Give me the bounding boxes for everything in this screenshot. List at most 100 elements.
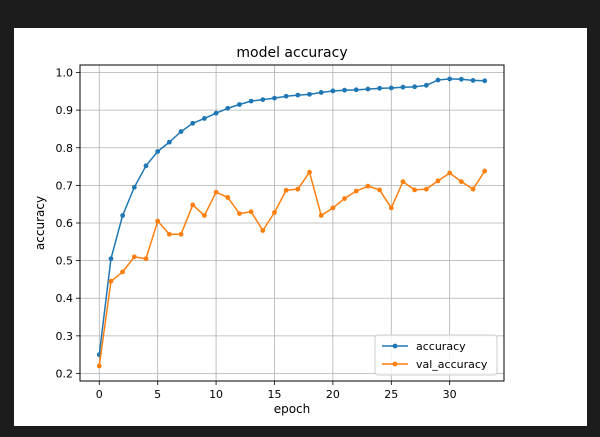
x-tick-label: 30 bbox=[443, 388, 457, 401]
data-point bbox=[458, 76, 464, 82]
y-tick-label: 0.9 bbox=[56, 104, 74, 117]
data-point bbox=[283, 187, 289, 193]
data-point bbox=[482, 78, 488, 84]
data-point bbox=[155, 149, 161, 154]
data-point bbox=[120, 213, 126, 218]
data-point bbox=[342, 87, 347, 93]
y-tick-label: 0.7 bbox=[56, 179, 74, 192]
data-point bbox=[353, 188, 359, 194]
data-point bbox=[365, 86, 371, 92]
x-tick-label: 15 bbox=[267, 388, 281, 401]
legend-label: accuracy bbox=[416, 340, 466, 353]
y-tick-label: 0.5 bbox=[56, 255, 74, 268]
data-point bbox=[190, 202, 196, 208]
data-point bbox=[377, 85, 383, 91]
data-point bbox=[412, 84, 418, 90]
data-point bbox=[435, 178, 441, 184]
data-point bbox=[213, 189, 219, 195]
series-val-accuracy bbox=[96, 168, 488, 369]
data-point bbox=[155, 218, 161, 224]
legend: accuracy val_accuracy bbox=[374, 334, 498, 376]
series-layer bbox=[96, 76, 488, 369]
data-point bbox=[458, 179, 464, 185]
data-point bbox=[108, 278, 114, 284]
data-point bbox=[318, 90, 324, 95]
data-point bbox=[178, 231, 184, 237]
y-tick-label: 0.8 bbox=[56, 142, 74, 155]
data-point bbox=[318, 213, 324, 218]
y-axis: 0.2 0.3 0.4 0.5 0.6 0.7 0.8 0.9 1.0 bbox=[56, 67, 80, 380]
legend-box bbox=[374, 334, 498, 376]
data-point bbox=[178, 129, 184, 134]
x-axis: 0 5 10 15 20 25 30 bbox=[96, 381, 457, 401]
data-point bbox=[423, 82, 429, 88]
data-point bbox=[447, 170, 453, 176]
data-point bbox=[260, 228, 266, 233]
chart-figure: model accuracy 0 5 10 15 20 25 30 0.2 0.3 0.4 0.5… bbox=[14, 28, 587, 426]
data-point bbox=[248, 98, 254, 104]
data-point bbox=[388, 205, 394, 211]
data-point bbox=[295, 92, 301, 98]
data-point bbox=[248, 209, 254, 215]
data-point bbox=[237, 211, 242, 216]
x-tick-label: 5 bbox=[154, 388, 161, 401]
data-point bbox=[190, 120, 196, 126]
data-point bbox=[272, 210, 277, 215]
data-point bbox=[400, 84, 406, 90]
series-line bbox=[98, 170, 486, 367]
data-point bbox=[388, 85, 394, 91]
y-tick-label: 0.3 bbox=[56, 330, 74, 343]
data-point bbox=[377, 187, 383, 193]
data-point bbox=[143, 163, 149, 169]
data-point bbox=[213, 110, 219, 116]
data-point bbox=[260, 97, 266, 103]
data-point bbox=[365, 183, 371, 189]
data-point bbox=[131, 184, 137, 190]
y-tick-label: 1.0 bbox=[56, 67, 74, 80]
x-axis-label: epoch bbox=[274, 402, 311, 416]
x-tick-label: 25 bbox=[384, 388, 398, 401]
data-point bbox=[201, 213, 207, 218]
series-line bbox=[98, 78, 485, 355]
legend-swatch-marker bbox=[392, 361, 398, 367]
data-point bbox=[131, 254, 137, 260]
data-point bbox=[470, 78, 476, 83]
data-point bbox=[201, 116, 207, 121]
data-point bbox=[435, 77, 441, 83]
data-point bbox=[225, 195, 231, 200]
data-point bbox=[225, 105, 231, 111]
y-tick-label: 0.4 bbox=[56, 292, 74, 305]
data-point bbox=[143, 256, 149, 262]
data-point bbox=[330, 88, 336, 94]
data-point bbox=[342, 196, 347, 201]
data-point bbox=[108, 256, 114, 262]
data-point bbox=[283, 93, 289, 99]
legend-swatch-marker bbox=[392, 343, 398, 349]
data-point bbox=[482, 168, 488, 174]
y-tick-label: 0.2 bbox=[56, 367, 74, 380]
data-point bbox=[307, 91, 312, 97]
data-point bbox=[353, 87, 359, 93]
line-chart: model accuracy 0 5 10 15 20 25 30 0.2 0.3 0.4 0.5… bbox=[33, 45, 505, 416]
data-point bbox=[96, 363, 102, 369]
data-point bbox=[237, 102, 242, 107]
x-tick-label: 10 bbox=[209, 388, 223, 401]
data-point bbox=[423, 186, 429, 192]
x-tick-label: 0 bbox=[96, 388, 103, 401]
x-tick-label: 20 bbox=[326, 388, 340, 401]
data-point bbox=[400, 179, 406, 185]
data-point bbox=[447, 76, 453, 82]
data-point bbox=[166, 231, 172, 237]
y-axis-label: accuracy bbox=[33, 196, 47, 250]
y-tick-label: 0.6 bbox=[56, 217, 74, 230]
legend-label: val_accuracy bbox=[416, 358, 488, 371]
data-point bbox=[166, 139, 172, 145]
data-point bbox=[470, 186, 476, 192]
data-point bbox=[295, 186, 301, 192]
series-accuracy bbox=[96, 76, 488, 358]
grid bbox=[80, 65, 504, 381]
chart-title: model accuracy bbox=[236, 45, 347, 61]
data-point bbox=[272, 95, 277, 101]
data-point bbox=[120, 269, 126, 275]
data-point bbox=[307, 169, 312, 175]
